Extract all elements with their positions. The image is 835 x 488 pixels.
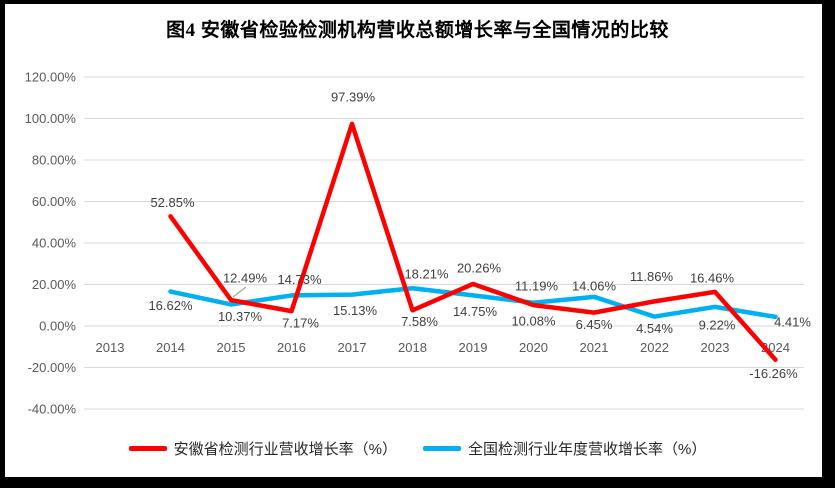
data-label: 18.21% xyxy=(404,267,449,282)
x-tick-label: 2021 xyxy=(580,340,609,355)
label-leader-line xyxy=(232,286,247,298)
legend-item-national: 全国检测行业年度营收增长率（%） xyxy=(423,438,706,459)
y-tick-label: 80.00% xyxy=(32,153,77,168)
national-line-swatch-icon xyxy=(423,446,461,451)
x-tick-label: 2022 xyxy=(640,340,669,355)
x-tick-label: 2020 xyxy=(519,340,548,355)
legend-item-anhui: 安徽省检测行业营收增长率（%） xyxy=(128,438,397,459)
x-tick-label: 2018 xyxy=(398,340,427,355)
data-label: 9.22% xyxy=(699,317,736,332)
anhui-line-swatch-icon xyxy=(128,446,167,451)
data-label: 7.58% xyxy=(401,314,438,329)
data-label: 6.45% xyxy=(576,317,613,332)
data-label: 14.06% xyxy=(572,278,617,293)
legend-label-anhui: 安徽省检测行业营收增长率（%） xyxy=(173,441,397,458)
y-tick-label: 40.00% xyxy=(32,236,77,251)
y-tick-label: 100.00% xyxy=(25,111,77,126)
data-label: 52.85% xyxy=(150,195,195,210)
data-label: 16.46% xyxy=(690,270,735,285)
legend-label-national: 全国检测行业年度营收增长率（%） xyxy=(468,441,707,458)
series-line-national xyxy=(168,285,778,320)
x-tick-label: 2014 xyxy=(156,340,185,355)
x-tick-label: 2016 xyxy=(277,340,306,355)
y-tick-label: -20.00% xyxy=(28,360,77,375)
data-label: 11.86% xyxy=(630,269,674,284)
x-tick-label: 2023 xyxy=(701,340,730,355)
data-label: 14.73% xyxy=(277,272,322,287)
series-line-anhui xyxy=(168,121,778,362)
x-tick-label: 2017 xyxy=(338,340,367,355)
y-tick-label: -40.00% xyxy=(28,402,77,417)
data-label: 15.13% xyxy=(333,303,378,318)
data-label: 16.62% xyxy=(148,298,193,313)
y-tick-label: 120.00% xyxy=(25,70,77,85)
y-tick-label: 60.00% xyxy=(32,194,77,209)
data-label: 12.49% xyxy=(223,271,268,286)
data-label: 97.39% xyxy=(331,89,376,104)
x-tick-label: 2015 xyxy=(217,340,246,355)
data-label: 10.08% xyxy=(511,314,556,329)
y-tick-label: 0.00% xyxy=(39,319,76,334)
data-label: 7.17% xyxy=(282,316,319,331)
data-label: -16.26% xyxy=(749,366,798,381)
chart-panel xyxy=(5,4,822,477)
data-label: 4.54% xyxy=(636,321,673,336)
y-tick-label: 20.00% xyxy=(32,277,77,292)
data-label: 10.37% xyxy=(218,309,263,324)
data-label: 11.19% xyxy=(515,278,559,293)
data-label: 4.41% xyxy=(774,314,811,329)
x-tick-label: 2019 xyxy=(459,340,488,355)
data-label: 20.26% xyxy=(457,260,502,275)
x-tick-label: 2013 xyxy=(96,340,125,355)
chart-title: 图4 安徽省检验检测机构营收总额增长率与全国情况的比较 xyxy=(166,20,669,41)
data-label: 14.75% xyxy=(453,304,498,319)
chart-legend: 安徽省检测行业营收增长率（%） 全国检测行业年度营收增长率（%） xyxy=(0,438,835,459)
